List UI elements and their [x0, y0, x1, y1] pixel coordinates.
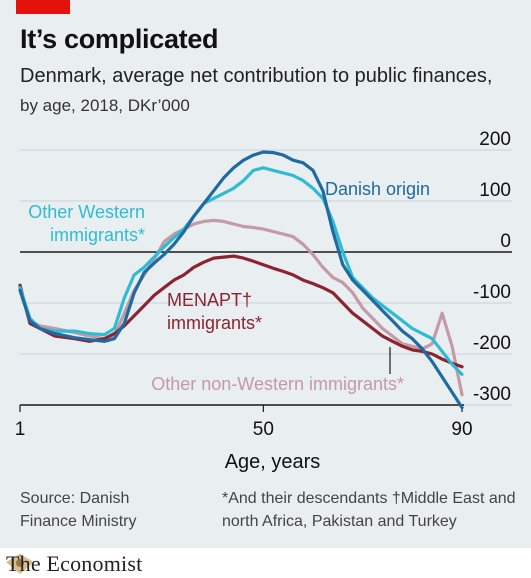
chart-card: It’s complicated Denmark, average net co… [0, 0, 531, 548]
y-tick-label: 0 [500, 231, 511, 252]
y-tick-label: -200 [473, 333, 511, 354]
series-line-danish [18, 150, 464, 410]
x-tick-label: 50 [253, 419, 274, 440]
y-tick-label: -100 [473, 282, 511, 303]
footnotes: *And their descendants †Middle East and … [222, 490, 516, 530]
y-tick-label: 100 [479, 180, 511, 201]
series-label-menapt: immigrants* [167, 313, 262, 333]
chart-subtitle: Denmark, average net contribution to pub… [20, 62, 500, 120]
series-label-other-western: immigrants* [50, 225, 145, 245]
series-label-menapt: MENAPT† [167, 290, 252, 310]
series-line-menapt [18, 254, 464, 369]
brand-red-tab [16, 0, 70, 14]
brand-name: The Economist [6, 551, 143, 576]
y-tick-label: -300 [473, 384, 511, 405]
source-note: Source: Danish Finance Ministry [20, 490, 137, 530]
subtitle-detail: by age, 2018, DKr’000 [20, 96, 190, 115]
x-axis-label: Age, years [224, 451, 321, 473]
y-tick-label: 200 [479, 130, 511, 150]
line-chart: 200 100 0 -100 -200 -300 1 50 90 Danish origin Oth… [15, 130, 512, 440]
series-label-danish: Danish origin [325, 179, 430, 199]
series-label-other-western: Other Western [28, 202, 145, 222]
chart-title: It’s complicated [20, 24, 219, 54]
brand-footer: The Economist [0, 549, 531, 578]
emblem-icon [6, 554, 34, 574]
x-tick-label: 90 [451, 419, 472, 440]
subtitle-main: Denmark, average net contribution to pub… [20, 65, 493, 87]
x-tick-label: 1 [15, 419, 26, 440]
series-label-other-non-western: Other non-Western immigrants* [151, 374, 404, 394]
series-line-other-western [18, 166, 464, 376]
